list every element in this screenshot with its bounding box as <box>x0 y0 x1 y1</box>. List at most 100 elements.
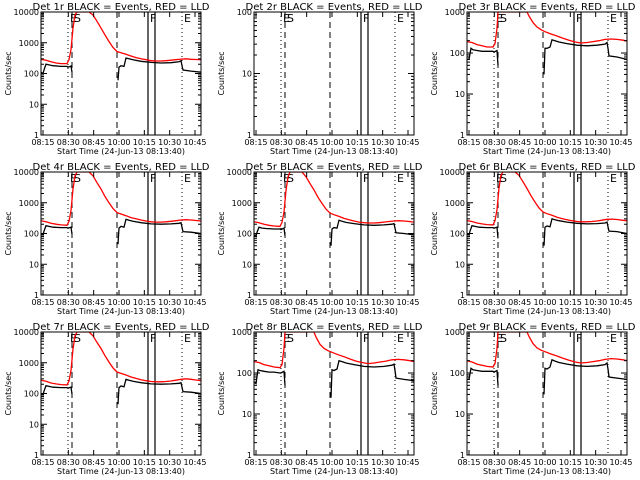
y-tick-label: 10 <box>455 410 465 419</box>
x-tick-label: 10:45 <box>396 298 419 307</box>
lld-series-line <box>41 172 201 226</box>
x-tick-label: 10:15 <box>346 458 369 467</box>
x-axis-label: Start Time (24-Jun-13 08:13:40) <box>483 467 611 476</box>
x-tick-label: 10:30 <box>158 138 181 147</box>
y-tick-label: 1000 <box>232 328 252 337</box>
x-tick-label: 10:45 <box>183 458 206 467</box>
x-tick-label: 10:15 <box>133 138 156 147</box>
y-tick-label: 10 <box>29 260 39 269</box>
x-axis-label: Start Time (24-Jun-13 08:13:40) <box>270 147 398 156</box>
y-axis-label: Counts/sec <box>4 211 13 255</box>
plot-frame <box>466 11 628 136</box>
y-tick-label: 1000 <box>19 39 39 48</box>
x-tick-label: 10:30 <box>584 138 607 147</box>
marker-label: S <box>74 332 81 345</box>
y-tick-label: 1 <box>247 291 252 300</box>
x-tick-label: 10:15 <box>559 458 582 467</box>
marker-label: E <box>283 172 290 185</box>
panel-title: Det 2r BLACK = Events, RED = LLD <box>246 2 423 13</box>
marker-label: F <box>150 12 156 25</box>
x-tick-label: 10:00 <box>320 458 343 467</box>
y-tick-label: 1000 <box>232 199 252 208</box>
x-tick-label: 08:30 <box>57 298 80 307</box>
panel-title: Det 7r BLACK = Events, RED = LLD <box>33 322 210 333</box>
y-tick-label: 100 <box>237 8 252 17</box>
marker-label: S <box>500 12 507 25</box>
x-axis-label: Start Time (24-Jun-13 08:13:40) <box>57 307 185 316</box>
y-tick-label: 1000 <box>19 199 39 208</box>
lld-series-line <box>41 332 201 386</box>
y-tick-label: 1 <box>460 451 465 460</box>
marker-label: S <box>287 172 294 185</box>
marker-label: E <box>184 12 191 25</box>
y-tick-label: 1 <box>247 451 252 460</box>
events-series-line <box>41 57 201 81</box>
x-tick-label: 10:30 <box>371 298 394 307</box>
marker-label: F <box>576 12 582 25</box>
panel-title: Det 3r BLACK = Events, RED = LLD <box>459 2 636 13</box>
y-tick-label: 100 <box>24 390 39 399</box>
x-tick-label: 08:15 <box>457 298 480 307</box>
marker-label: E <box>184 172 191 185</box>
x-tick-label: 08:15 <box>31 298 54 307</box>
marker-label: E <box>496 332 503 345</box>
x-tick-label: 08:45 <box>82 138 105 147</box>
plot-frame <box>253 11 415 136</box>
marker-label: S <box>500 332 507 345</box>
lld-series-line <box>254 172 414 228</box>
y-tick-label: 10000 <box>14 168 39 177</box>
events-series-line <box>467 38 627 75</box>
x-tick-label: 08:45 <box>295 298 318 307</box>
x-tick-label: 08:15 <box>457 458 480 467</box>
events-series-line <box>254 359 414 398</box>
x-tick-label: 08:15 <box>31 458 54 467</box>
plot-frame <box>466 331 628 456</box>
y-axis-label: Counts/sec <box>217 51 226 95</box>
lld-series-line <box>467 12 627 48</box>
marker-label: E <box>283 12 290 25</box>
panel-title: Det 6r BLACK = Events, RED = LLD <box>459 162 636 173</box>
x-tick-label: 10:00 <box>107 458 130 467</box>
x-tick-label: 08:30 <box>270 298 293 307</box>
marker-label: F <box>576 172 582 185</box>
x-tick-label: 08:30 <box>270 138 293 147</box>
y-tick-label: 100 <box>24 70 39 79</box>
marker-label: S <box>287 12 294 25</box>
marker-label: E <box>283 332 290 345</box>
marker-label: S <box>287 332 294 345</box>
x-tick-label: 10:45 <box>396 138 419 147</box>
x-tick-label: 08:30 <box>483 458 506 467</box>
marker-label: E <box>496 12 503 25</box>
x-tick-label: 10:15 <box>346 298 369 307</box>
x-tick-label: 10:45 <box>609 458 632 467</box>
y-tick-label: 100 <box>450 49 465 58</box>
lld-series-line <box>41 12 201 65</box>
marker-label: F <box>363 12 369 25</box>
y-tick-label: 1000 <box>445 328 465 337</box>
x-axis-label: Start Time (24-Jun-13 08:13:40) <box>483 147 611 156</box>
y-axis-label: Counts/sec <box>4 371 13 415</box>
y-tick-label: 10 <box>242 70 252 79</box>
x-tick-label: 08:45 <box>82 458 105 467</box>
x-tick-label: 10:15 <box>133 458 156 467</box>
lld-series-line <box>467 172 627 226</box>
plot-frame <box>40 11 202 136</box>
events-series-line <box>467 217 627 246</box>
marker-label: E <box>184 332 191 345</box>
marker-label: F <box>150 172 156 185</box>
y-tick-label: 10000 <box>14 328 39 337</box>
marker-label: F <box>363 332 369 345</box>
y-axis-label: Counts/sec <box>430 51 439 95</box>
x-tick-label: 08:45 <box>508 298 531 307</box>
lld-series-line <box>254 332 414 369</box>
x-tick-label: 10:45 <box>609 298 632 307</box>
y-tick-label: 10 <box>29 420 39 429</box>
x-tick-label: 10:30 <box>584 458 607 467</box>
x-tick-label: 10:15 <box>559 138 582 147</box>
x-axis-label: Start Time (24-Jun-13 08:13:40) <box>270 467 398 476</box>
y-tick-label: 100 <box>237 369 252 378</box>
marker-label: S <box>74 12 81 25</box>
